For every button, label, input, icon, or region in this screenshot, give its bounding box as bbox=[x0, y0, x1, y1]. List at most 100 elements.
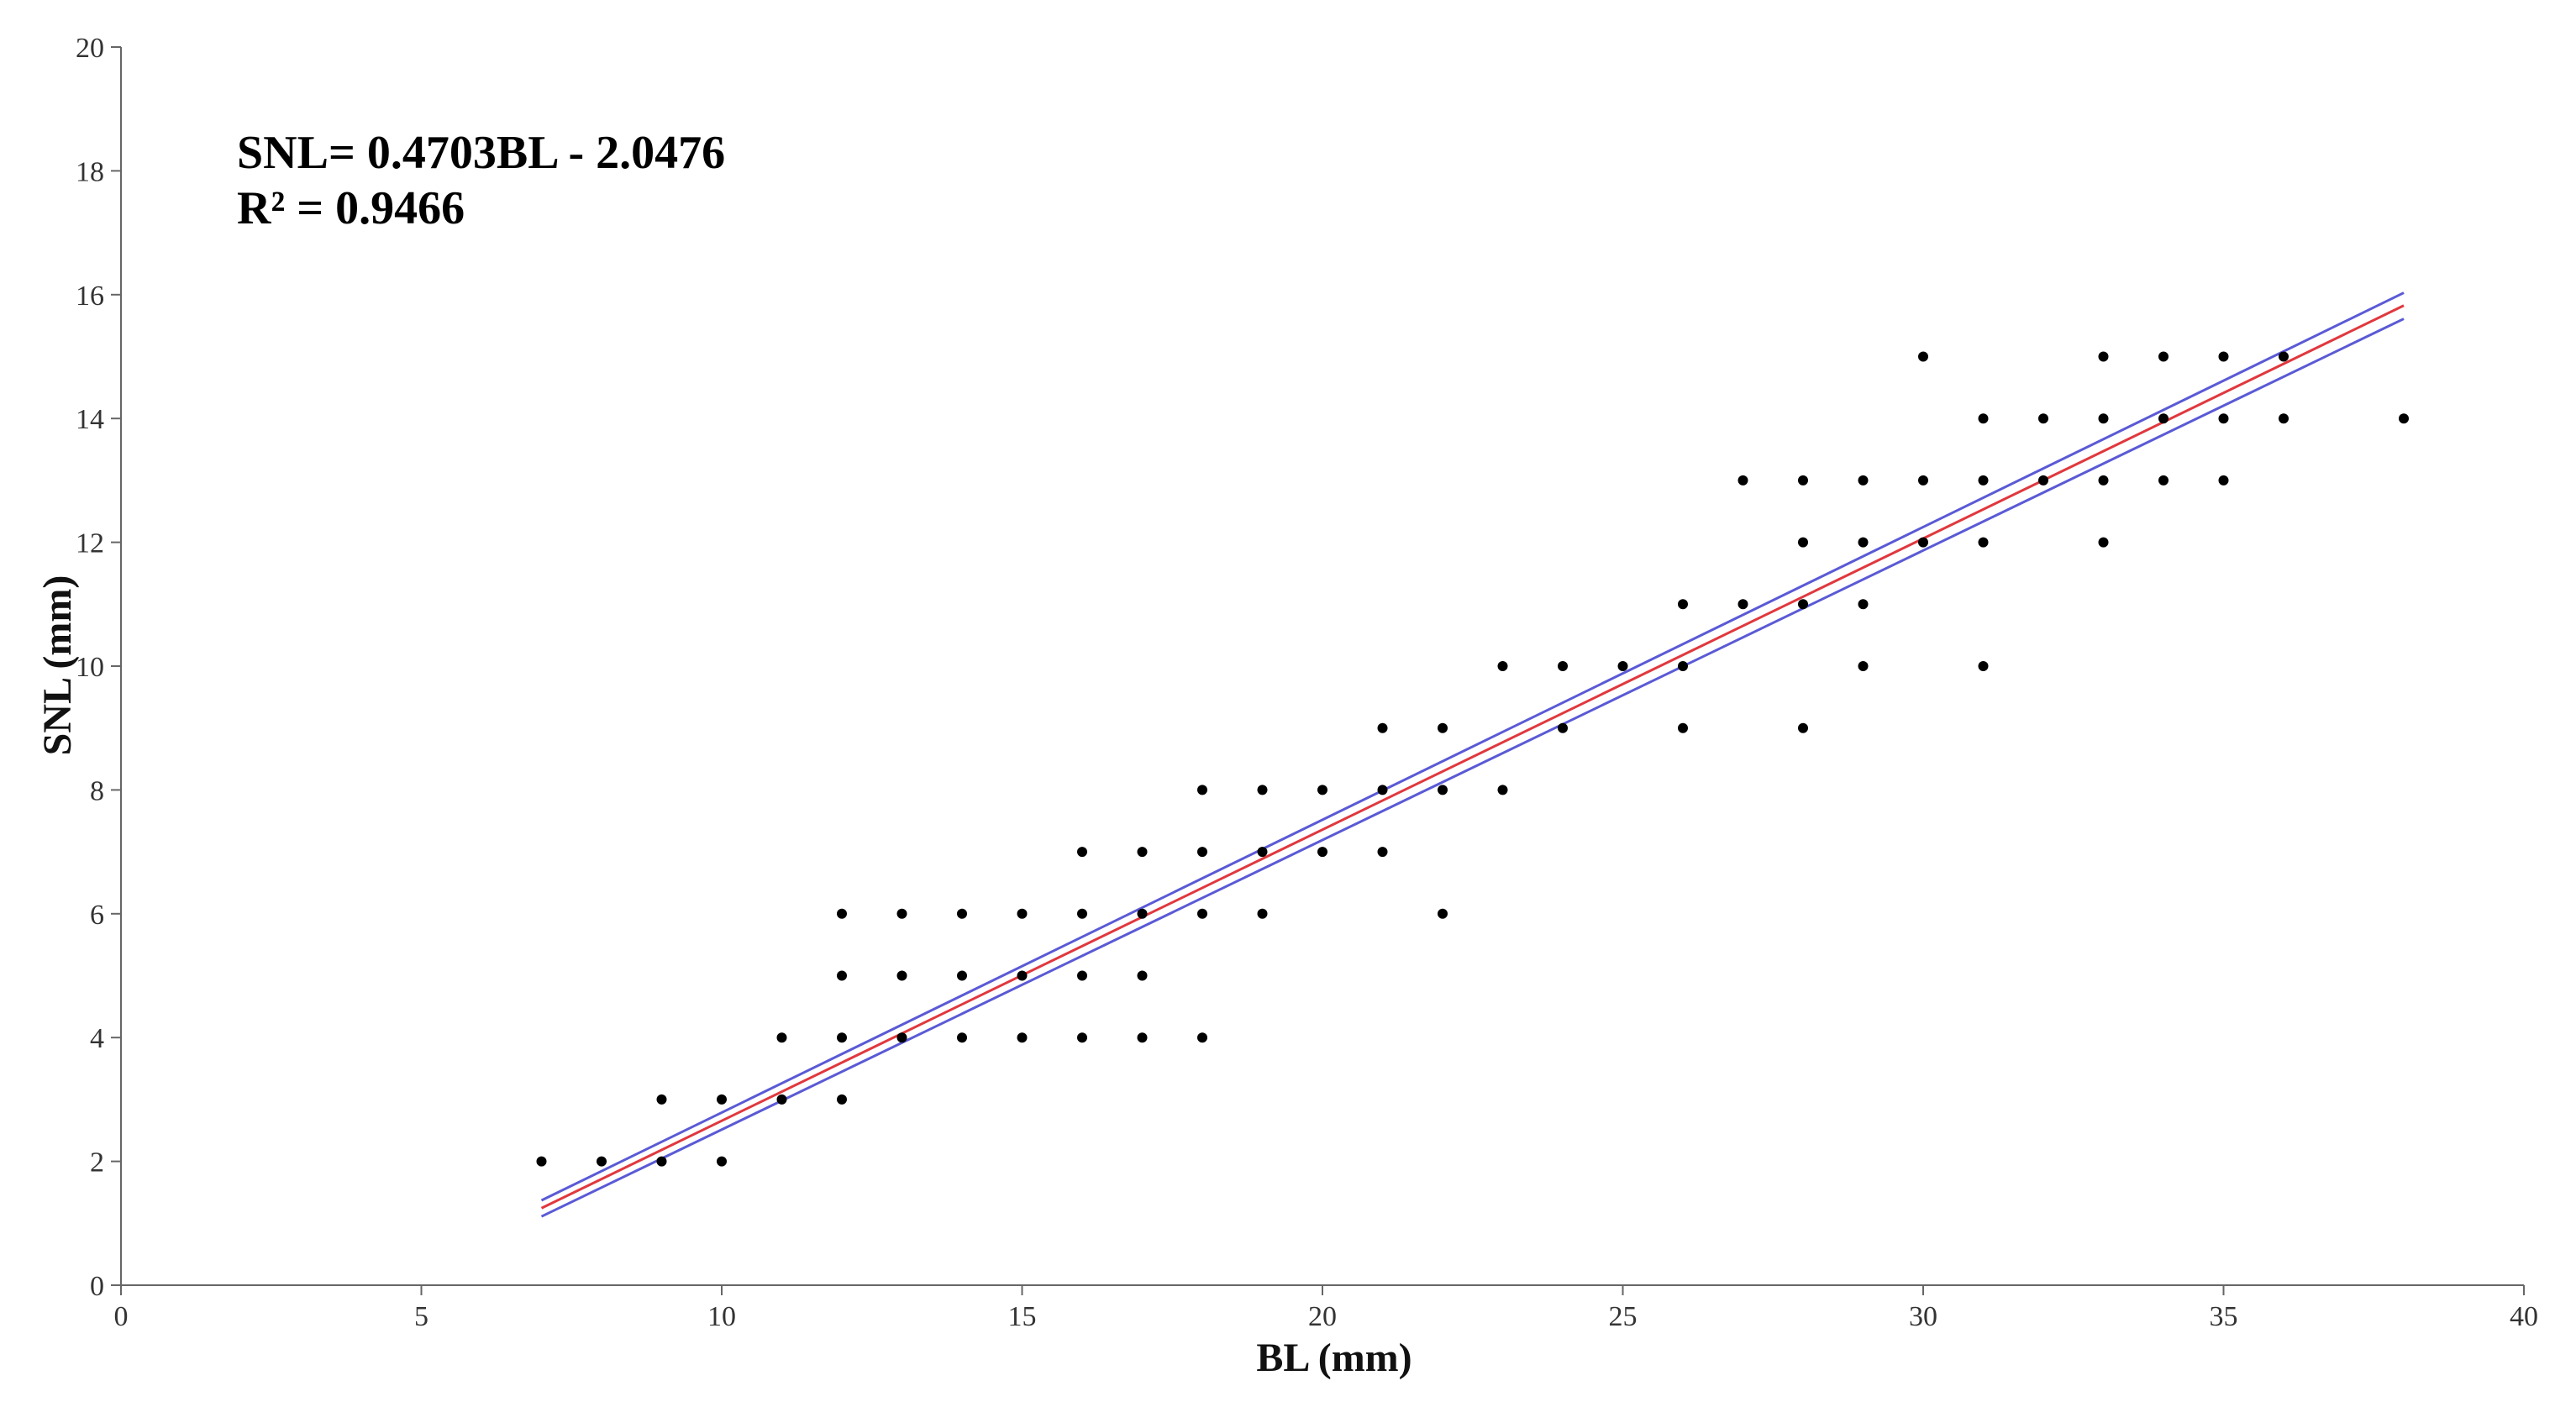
y-tick-label: 20 bbox=[76, 33, 104, 64]
y-tick-label: 0 bbox=[90, 1271, 104, 1302]
data-point bbox=[1197, 847, 1207, 858]
data-point bbox=[1678, 661, 1688, 671]
data-point bbox=[1497, 785, 1508, 795]
data-point bbox=[1798, 599, 1808, 610]
y-axis-title: SNL (mm) bbox=[35, 575, 80, 756]
data-point bbox=[1017, 908, 1028, 919]
data-point bbox=[1317, 847, 1327, 858]
data-point bbox=[1558, 661, 1568, 671]
y-tick-label: 14 bbox=[76, 404, 104, 435]
data-point bbox=[1377, 847, 1388, 858]
data-point bbox=[2038, 475, 2048, 486]
data-point bbox=[776, 1094, 787, 1105]
data-point bbox=[1137, 970, 1148, 981]
data-point bbox=[1798, 537, 1808, 548]
y-tick-label: 16 bbox=[76, 281, 104, 312]
data-point bbox=[1017, 970, 1028, 981]
data-point bbox=[2098, 537, 2109, 548]
data-point bbox=[957, 970, 967, 981]
x-tick-label: 0 bbox=[114, 1301, 129, 1332]
data-point bbox=[1798, 475, 1808, 486]
data-point bbox=[1137, 1032, 1148, 1043]
x-tick-label: 30 bbox=[1909, 1301, 1937, 1332]
data-point bbox=[1617, 661, 1628, 671]
y-tick-label: 2 bbox=[90, 1147, 104, 1179]
regression-line bbox=[540, 304, 2405, 1210]
data-point bbox=[1858, 537, 1869, 548]
data-point bbox=[1558, 722, 1568, 733]
data-point bbox=[1918, 537, 1928, 548]
data-point bbox=[1918, 475, 1928, 486]
data-point bbox=[1077, 970, 1087, 981]
data-point bbox=[1497, 661, 1508, 671]
y-tick-label: 8 bbox=[90, 775, 104, 806]
data-point bbox=[1978, 661, 1989, 671]
equation-annotation: SNL= 0.4703BL - 2.0476 bbox=[237, 127, 725, 179]
data-point bbox=[1017, 1032, 1028, 1043]
data-point bbox=[2158, 351, 2169, 362]
data-point bbox=[1257, 785, 1268, 795]
data-point bbox=[1317, 785, 1327, 795]
data-point bbox=[536, 1156, 547, 1167]
data-point bbox=[1197, 785, 1207, 795]
data-point bbox=[957, 908, 967, 919]
data-point bbox=[1377, 722, 1388, 733]
data-points bbox=[536, 351, 2409, 1167]
data-point bbox=[1678, 722, 1688, 733]
data-point bbox=[1858, 661, 1869, 671]
r-squared-annotation: R² = 0.9466 bbox=[237, 182, 465, 234]
data-point bbox=[896, 1032, 907, 1043]
data-point bbox=[597, 1156, 607, 1167]
x-axis-title: BL (mm) bbox=[1256, 1336, 1412, 1380]
x-tick-label: 10 bbox=[707, 1301, 736, 1332]
y-tick-label: 6 bbox=[90, 900, 104, 931]
data-point bbox=[2218, 475, 2229, 486]
data-point bbox=[2399, 413, 2409, 424]
data-point bbox=[1798, 722, 1808, 733]
confidence-band bbox=[540, 291, 2405, 1218]
data-point bbox=[1438, 722, 1448, 733]
axes bbox=[111, 46, 2525, 1295]
data-point bbox=[2098, 475, 2109, 486]
data-point bbox=[1918, 351, 1928, 362]
data-point bbox=[1438, 908, 1448, 919]
data-point bbox=[2098, 413, 2109, 424]
data-point bbox=[1377, 785, 1388, 795]
data-point bbox=[2279, 351, 2289, 362]
data-point bbox=[776, 1032, 787, 1043]
x-tick-label: 35 bbox=[2210, 1301, 2238, 1332]
data-point bbox=[1257, 908, 1268, 919]
data-point bbox=[1257, 847, 1268, 858]
fit-line bbox=[540, 304, 2405, 1210]
data-point bbox=[1978, 475, 1989, 486]
data-point bbox=[717, 1094, 727, 1105]
data-point bbox=[1137, 908, 1148, 919]
data-point bbox=[656, 1156, 667, 1167]
data-point bbox=[837, 908, 847, 919]
data-point bbox=[896, 908, 907, 919]
confidence-upper-line bbox=[540, 291, 2405, 1202]
data-point bbox=[837, 970, 847, 981]
confidence-lower-line bbox=[540, 318, 2405, 1218]
data-point bbox=[1678, 599, 1688, 610]
y-tick-label: 10 bbox=[76, 652, 104, 683]
data-point bbox=[2218, 351, 2229, 362]
tick-labels: 0 5 10 15 20 25 30 35 40 0 2 4 6 8 10 12 14 16 18 20 bbox=[76, 33, 2538, 1332]
data-point bbox=[2158, 413, 2169, 424]
data-point bbox=[1077, 1032, 1087, 1043]
data-point bbox=[2218, 413, 2229, 424]
data-point bbox=[1858, 599, 1869, 610]
data-point bbox=[1137, 847, 1148, 858]
x-tick-label: 15 bbox=[1008, 1301, 1037, 1332]
data-point bbox=[837, 1032, 847, 1043]
y-tick-label: 4 bbox=[90, 1023, 104, 1054]
x-tick-label: 20 bbox=[1308, 1301, 1337, 1332]
data-point bbox=[2158, 475, 2169, 486]
data-point bbox=[2098, 351, 2109, 362]
y-tick-label: 18 bbox=[76, 156, 104, 187]
data-point bbox=[1737, 599, 1748, 610]
y-tick-label: 12 bbox=[76, 528, 104, 559]
data-point bbox=[896, 970, 907, 981]
data-point bbox=[717, 1156, 727, 1167]
